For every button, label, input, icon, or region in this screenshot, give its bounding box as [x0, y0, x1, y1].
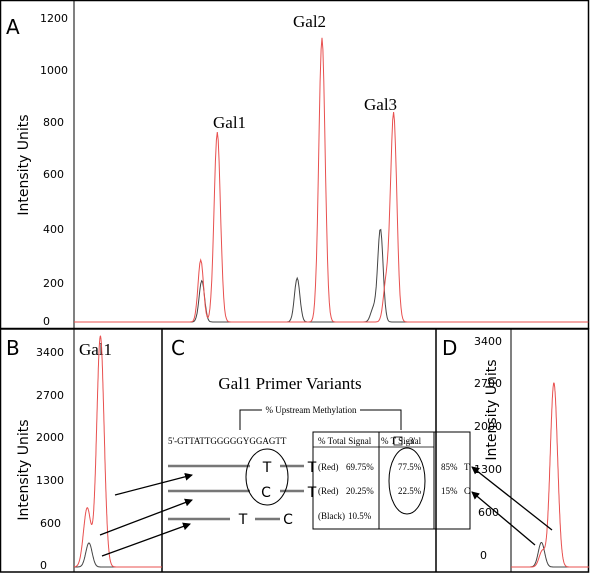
panel-a-frame [0, 0, 590, 330]
panel-a-ytick-800: 800 [43, 116, 64, 129]
variant-1-mid: T [262, 460, 272, 476]
peak-label-gal3: Gal3 [364, 95, 397, 114]
panel-d-ytick-1300: 1300 [474, 463, 502, 476]
methylation-label: % Upstream Methylation [266, 405, 357, 415]
right-row-1-base: T [464, 462, 470, 472]
panel-a-yticks: 1200 1000 800 600 400 200 0 [40, 12, 68, 328]
panel-a-ylabel: Intensity Units [16, 114, 32, 215]
arrow-b-variant3 [101, 522, 191, 557]
panel-c-letter: C [171, 336, 185, 360]
arrow-d-c [471, 491, 536, 546]
row-3-total: 10.5% [348, 511, 372, 521]
variant-3-mid: T [238, 512, 248, 528]
panel-b-ytick-0: 0 [40, 559, 47, 572]
panel-b-title: Gal1 [79, 340, 112, 359]
panel-b-ytick-2000: 2000 [36, 431, 64, 444]
panel-a-ytick-200: 200 [43, 277, 64, 290]
panel-d-letter: D [442, 336, 457, 360]
panel-b-yticks: 3400 2700 2000 1300 600 0 [36, 346, 64, 572]
row-3-color: (Black) [318, 511, 345, 521]
panel-d-ytick-3400: 3400 [474, 335, 502, 348]
signal-table [312, 431, 471, 530]
sequence-right: -3' [406, 436, 415, 446]
methylation-bracket [239, 409, 402, 430]
row-1-total: 69.75% [346, 462, 374, 472]
panel-d-ylabel: Intensity Units [484, 359, 500, 460]
panel-a-ytick-0: 0 [43, 315, 50, 328]
arrow-b-variant2 [99, 498, 193, 536]
panel-a-ytick-600: 600 [43, 168, 64, 181]
right-row-2-base: C [464, 486, 470, 496]
bottom-row-frame [0, 328, 590, 573]
variant-1-end: T [307, 460, 317, 476]
panel-d-ytick-2700: 2700 [474, 377, 502, 390]
panel-b-ytick-3400: 3400 [36, 346, 64, 359]
panel-a-ytick-1200: 1200 [40, 12, 68, 25]
panel-b-ytick-600: 600 [40, 517, 61, 530]
panel-b-letter: B [6, 336, 20, 360]
panel-d-ytick-2000: 2000 [474, 420, 502, 433]
variant-circle [245, 448, 289, 506]
panel-a-letter: A [6, 15, 20, 39]
peak-label-gal1: Gal1 [213, 113, 246, 132]
right-row-1-pct: 85% [441, 462, 458, 472]
panel-d-ytick-0: 0 [480, 549, 487, 562]
panel-b-ytick-1300: 1300 [36, 474, 64, 487]
row-2-total: 20.25% [346, 486, 374, 496]
panel-b-ylabel: Intensity Units [16, 419, 32, 520]
variant-3-end: C [283, 512, 293, 528]
panel-d-ytick-600: 600 [478, 506, 499, 519]
panel-a-ytick-1000: 1000 [40, 64, 68, 77]
panel-b-black-trace [74, 542, 162, 568]
variant-2-mid: C [261, 485, 271, 501]
sequence-variable-box [393, 436, 403, 446]
row-1-color: (Red) [318, 462, 339, 472]
panel-c-title: Gal1 Primer Variants [218, 374, 361, 393]
row-1-t-signal: 77.5% [398, 462, 422, 472]
peak-label-gal2: Gal2 [293, 12, 326, 31]
sequence-left: 5'-GTTATTGGGGGYGGAGTT [168, 436, 287, 446]
panel-a-black-trace [74, 228, 589, 323]
connector-arrows [99, 466, 553, 557]
row-2-t-signal: 22.5% [398, 486, 422, 496]
t-signal-circle [388, 447, 426, 515]
row-2-color: (Red) [318, 486, 339, 496]
panel-d-yticks: 3400 2700 2000 1300 600 0 [474, 335, 502, 562]
header-total-signal: % Total Signal [318, 436, 372, 446]
panel-d-red-trace [511, 382, 589, 568]
variant-2-end: T [307, 485, 317, 501]
panel-b-ytick-2700: 2700 [36, 389, 64, 402]
header-t-signal: % T Signal [381, 436, 422, 446]
panel-b-red-trace [73, 335, 162, 568]
panel-a-ytick-400: 400 [43, 223, 64, 236]
variant-lines [168, 464, 304, 521]
panel-d-black-trace [511, 542, 589, 568]
right-row-2-pct: 15% [441, 486, 458, 496]
arrow-b-variant1 [114, 472, 193, 496]
arrow-d-t [471, 466, 553, 531]
panel-a-red-trace [74, 37, 589, 323]
